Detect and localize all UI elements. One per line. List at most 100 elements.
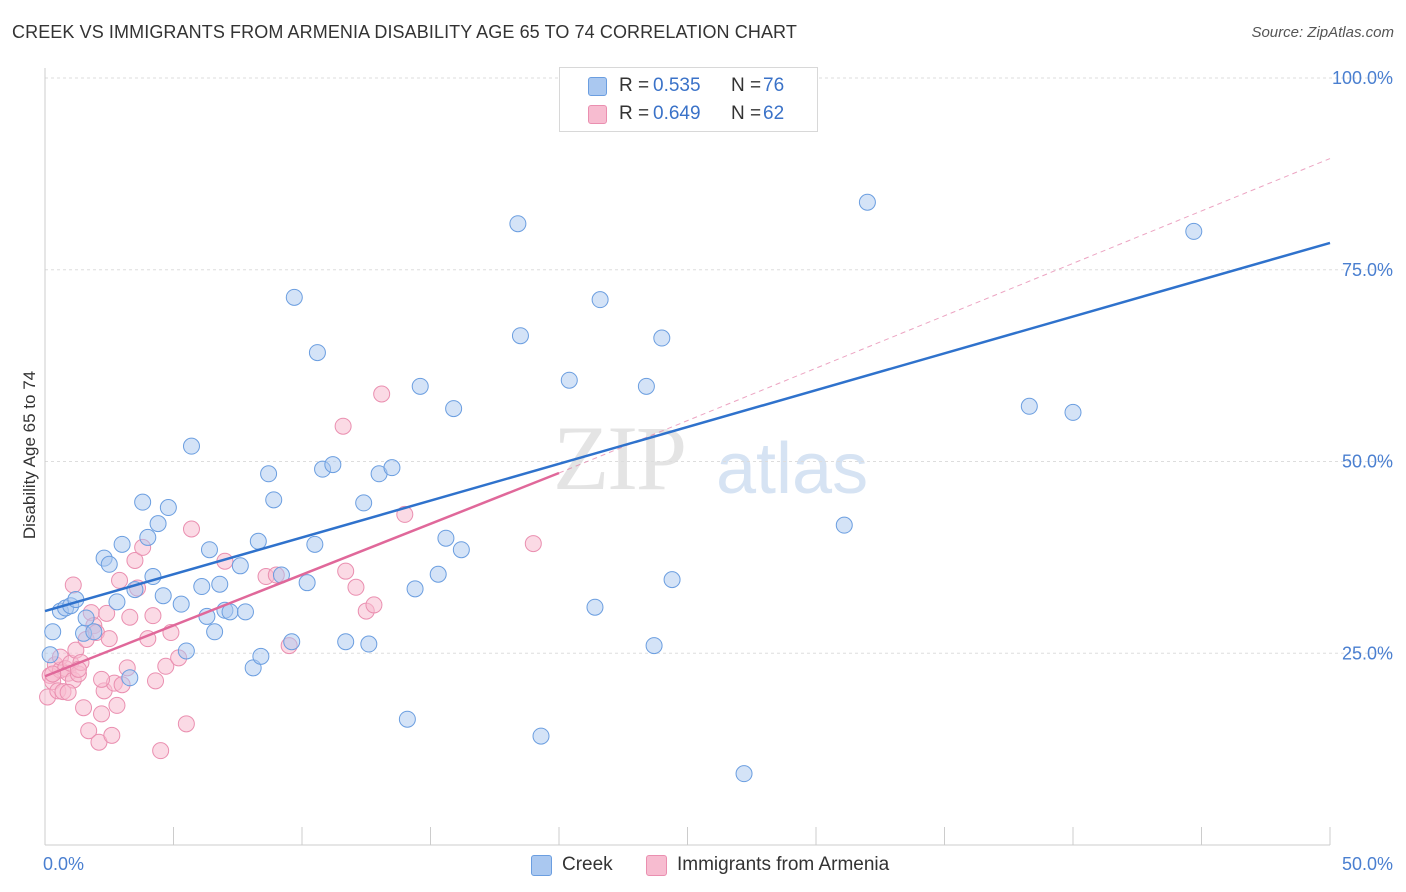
r-label: R = <box>619 75 650 96</box>
armenia-trend-extension <box>558 158 1331 474</box>
creek-point <box>355 494 373 512</box>
armenia-point <box>147 672 165 690</box>
creek-point <box>177 642 195 660</box>
creek-point <box>653 329 671 347</box>
armenia-point <box>75 699 93 717</box>
creek-point <box>445 400 463 418</box>
armenia-point <box>108 696 126 714</box>
creek-point <box>252 647 270 665</box>
armenia-legend-label: Immigrants from Armenia <box>677 854 890 875</box>
creek-point <box>113 535 131 553</box>
creek-point <box>283 633 301 651</box>
creek-point <box>835 516 853 534</box>
creek-point <box>858 193 876 211</box>
creek-point <box>121 669 139 687</box>
creek-point <box>193 578 211 596</box>
creek-point <box>735 765 753 783</box>
creek-legend-swatch <box>531 854 552 876</box>
creek-point <box>41 646 59 664</box>
armenia-point <box>111 571 129 589</box>
creek-point <box>77 609 95 627</box>
creek-point <box>406 580 424 598</box>
creek-point <box>182 437 200 455</box>
armenia-point <box>334 417 352 435</box>
armenia-point <box>100 630 118 648</box>
creek-point <box>509 215 527 233</box>
armenia-point <box>93 705 111 723</box>
n-label: N = <box>731 75 762 96</box>
creek-point <box>260 465 278 483</box>
legend-row-armenia: R = 0.649 N = 62 <box>588 101 784 127</box>
r-value: 0.649 <box>653 103 701 124</box>
creek-point <box>100 555 118 573</box>
legend-item-armenia[interactable]: Immigrants from Armenia <box>646 852 889 878</box>
creek-point <box>1020 397 1038 415</box>
creek-point <box>1064 403 1082 421</box>
armenia-point <box>524 535 542 553</box>
armenia-point <box>337 562 355 580</box>
creek-point <box>172 595 190 613</box>
creek-point <box>532 727 550 745</box>
creek-point <box>200 541 218 559</box>
armenia-point <box>103 726 121 744</box>
creek-point <box>85 623 103 641</box>
creek-point <box>249 532 267 550</box>
armenia-point <box>80 722 98 740</box>
r-label: R = <box>619 103 650 124</box>
armenia-point <box>126 551 144 569</box>
creek-trend-line <box>44 241 1331 613</box>
creek-point <box>437 529 455 547</box>
y-tick-label: 25.0% <box>1342 643 1393 663</box>
y-tick-label: 100.0% <box>1332 68 1393 88</box>
creek-point <box>206 623 224 641</box>
creek-point <box>44 623 62 641</box>
armenia-point <box>365 596 383 614</box>
n-value: 62 <box>763 103 785 124</box>
creek-point <box>411 377 429 395</box>
creek-point <box>139 528 157 546</box>
armenia-point <box>373 385 391 403</box>
x-tick-label: 50.0% <box>1342 854 1393 874</box>
creek-point <box>586 598 604 616</box>
armenia-point <box>64 576 82 594</box>
armenia-trend-line <box>44 471 560 678</box>
y-tick-label: 75.0% <box>1342 260 1393 280</box>
armenia-point <box>182 520 200 538</box>
creek-point <box>285 288 303 306</box>
creek-point <box>452 541 470 559</box>
creek-point <box>383 459 401 477</box>
x-tick-label: 0.0% <box>43 854 84 874</box>
creek-point <box>324 456 342 474</box>
creek-point <box>360 635 378 653</box>
creek-point <box>231 557 249 575</box>
creek-swatch <box>588 76 607 96</box>
n-value: 76 <box>763 75 785 96</box>
creek-point <box>398 710 416 728</box>
creek-point <box>149 515 167 533</box>
creek-point <box>511 327 529 345</box>
creek-point <box>663 571 681 589</box>
creek-point <box>308 344 326 362</box>
armenia-point <box>121 608 139 626</box>
creek-point <box>265 491 283 509</box>
creek-point <box>154 587 172 605</box>
creek-point <box>236 603 254 621</box>
watermark-atlas: atlas <box>716 429 869 509</box>
legend-item-creek[interactable]: Creek <box>531 852 613 878</box>
creek-point <box>211 575 229 593</box>
creek-point <box>645 637 663 655</box>
chart-title: CREEK VS IMMIGRANTS FROM ARMENIA DISABIL… <box>12 22 797 42</box>
creek-point <box>159 499 177 517</box>
y-tick-label: 50.0% <box>1342 452 1393 472</box>
creek-point <box>560 371 578 389</box>
stats-legend: R = 0.535 N = 76 R = 0.649 N = 62 <box>559 67 818 132</box>
creek-point <box>306 535 324 553</box>
creek-point <box>591 291 609 309</box>
armenia-point <box>347 578 365 596</box>
creek-point <box>1185 222 1203 240</box>
armenia-point <box>98 604 116 622</box>
armenia-point <box>144 607 162 625</box>
armenia-point <box>152 742 170 760</box>
armenia-point <box>93 670 111 688</box>
